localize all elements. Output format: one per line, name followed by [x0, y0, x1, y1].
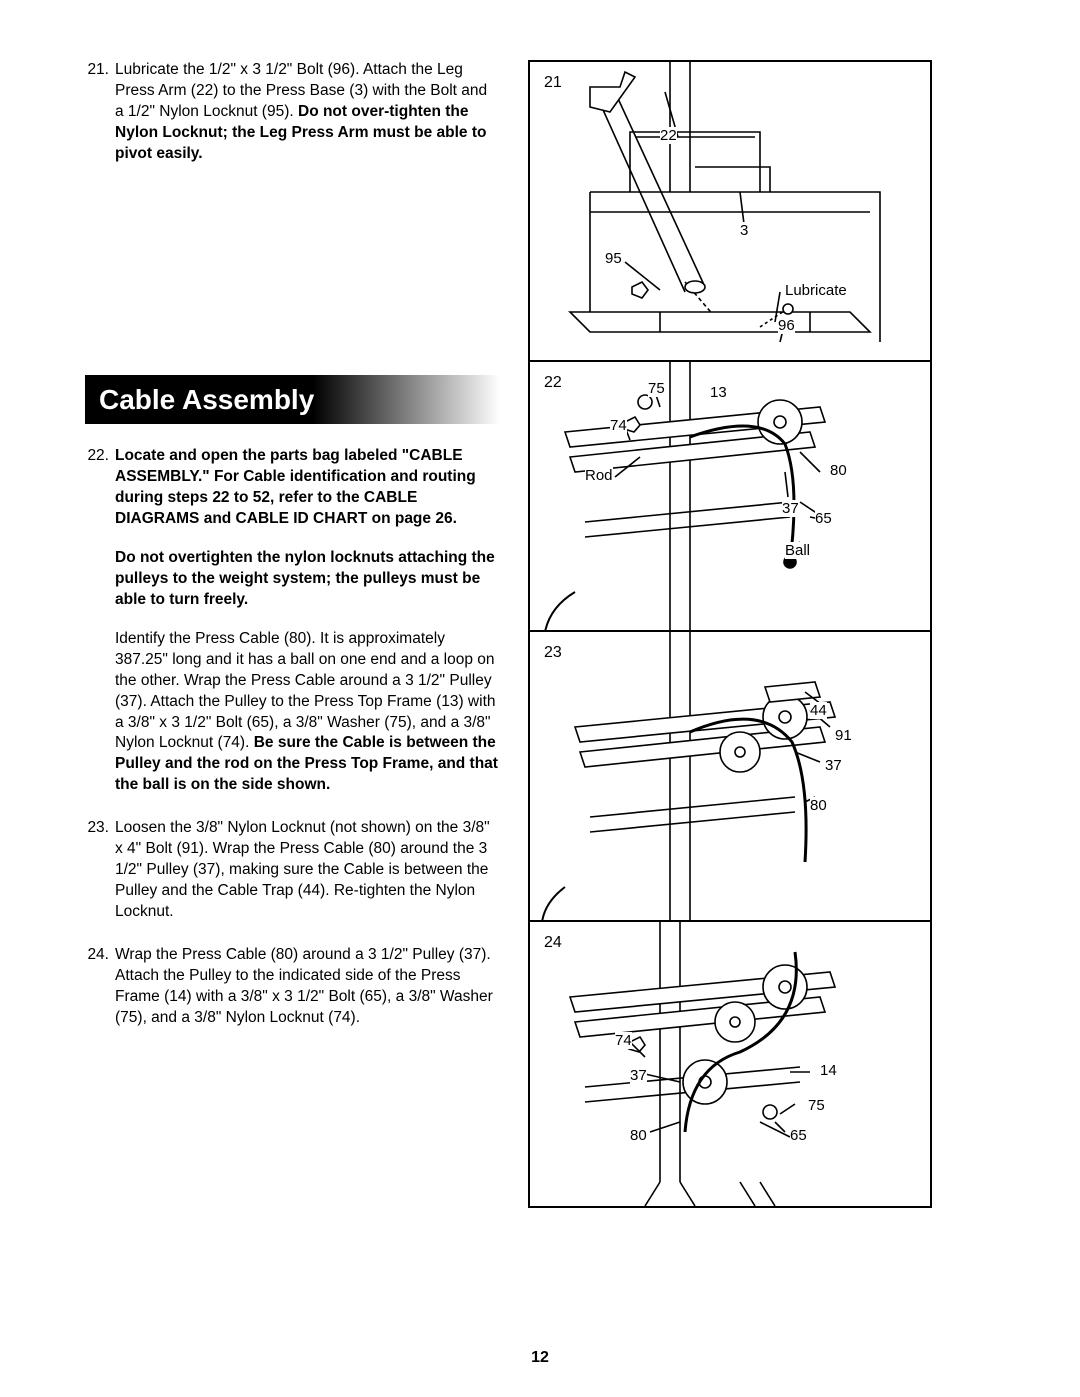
diagram-panel-22: 22: [530, 362, 930, 632]
step-number: 23.: [85, 818, 115, 923]
diagram-callout: 13: [710, 384, 727, 401]
step-number: 21.: [85, 60, 115, 165]
diagram-callout: 65: [790, 1127, 807, 1144]
diagram-callout: 80: [630, 1127, 647, 1144]
step-paragraph: Lubricate the 1/2" x 3 1/2" Bolt (96). A…: [115, 60, 500, 165]
diagram-callout: 44: [810, 702, 827, 719]
diagram-callout: 95: [605, 250, 622, 267]
diagram-callout: 37: [782, 500, 799, 517]
text-column: 21.Lubricate the 1/2" x 3 1/2" Bolt (96)…: [85, 60, 500, 1208]
step-paragraph: Do not overtighten the nylon locknuts at…: [115, 548, 500, 611]
diagram-callout: 14: [820, 1062, 837, 1079]
diagram-callout: 65: [815, 510, 832, 527]
assembly-diagram-21: [530, 62, 930, 362]
diagram-panel-23: 23: [530, 632, 930, 922]
step-body: Lubricate the 1/2" x 3 1/2" Bolt (96). A…: [115, 60, 500, 165]
assembly-diagram-22: [530, 362, 930, 632]
diagram-callout: 74: [615, 1032, 632, 1049]
step-body: Locate and open the parts bag labeled "C…: [115, 446, 500, 796]
step-paragraph: Identify the Press Cable (80). It is app…: [115, 629, 500, 796]
diagram-callout: Rod: [585, 467, 613, 484]
text-run: Do not overtighten the nylon locknuts at…: [115, 549, 495, 608]
instruction-step: 23.Loosen the 3/8" Nylon Locknut (not sh…: [85, 818, 500, 923]
text-run: Loosen the 3/8" Nylon Locknut (not shown…: [115, 819, 490, 920]
step-number: 24.: [85, 945, 115, 1029]
manual-page: 21.Lubricate the 1/2" x 3 1/2" Bolt (96)…: [0, 0, 1080, 1397]
step-paragraph: Loosen the 3/8" Nylon Locknut (not shown…: [115, 818, 500, 923]
two-column-layout: 21.Lubricate the 1/2" x 3 1/2" Bolt (96)…: [85, 60, 995, 1208]
text-run: Locate and open the parts bag labeled "C…: [115, 447, 476, 527]
instruction-step: 21.Lubricate the 1/2" x 3 1/2" Bolt (96)…: [85, 60, 500, 165]
diagram-callout: 91: [835, 727, 852, 744]
diagram-callout: 37: [825, 757, 842, 774]
diagram-callout: 96: [778, 317, 795, 334]
assembly-diagram-24: [530, 922, 930, 1206]
diagram-callout: 80: [810, 797, 827, 814]
instruction-step: 22.Locate and open the parts bag labeled…: [85, 446, 500, 796]
diagram-panel-24: 24: [530, 922, 930, 1206]
panel-number: 22: [544, 374, 562, 392]
instruction-step: 24.Wrap the Press Cable (80) around a 3 …: [85, 945, 500, 1029]
diagram-callout: 37: [630, 1067, 647, 1084]
diagram-callout: 80: [830, 462, 847, 479]
step-number: 22.: [85, 446, 115, 796]
diagram-callout: 74: [610, 417, 627, 434]
diagram-panel-21: 21: [530, 62, 930, 362]
diagram-callout: 22: [660, 127, 677, 144]
step-body: Wrap the Press Cable (80) around a 3 1/2…: [115, 945, 500, 1029]
section-header: Cable Assembly: [85, 375, 500, 425]
step-paragraph: Wrap the Press Cable (80) around a 3 1/2…: [115, 945, 500, 1029]
assembly-diagram-23: [530, 632, 930, 922]
step-body: Loosen the 3/8" Nylon Locknut (not shown…: [115, 818, 500, 923]
panel-number: 21: [544, 74, 562, 92]
diagram-callout: 3: [740, 222, 748, 239]
panel-number: 23: [544, 644, 562, 662]
step-paragraph: Locate and open the parts bag labeled "C…: [115, 446, 500, 530]
diagram-callout: Ball: [785, 542, 810, 559]
diagram-column: 21: [528, 60, 932, 1208]
page-number: 12: [531, 1349, 549, 1367]
text-run: Wrap the Press Cable (80) around a 3 1/2…: [115, 946, 493, 1026]
diagram-callout: 75: [648, 380, 665, 397]
diagram-callout: Lubricate: [785, 282, 847, 299]
panel-number: 24: [544, 934, 562, 952]
diagram-callout: 75: [808, 1097, 825, 1114]
